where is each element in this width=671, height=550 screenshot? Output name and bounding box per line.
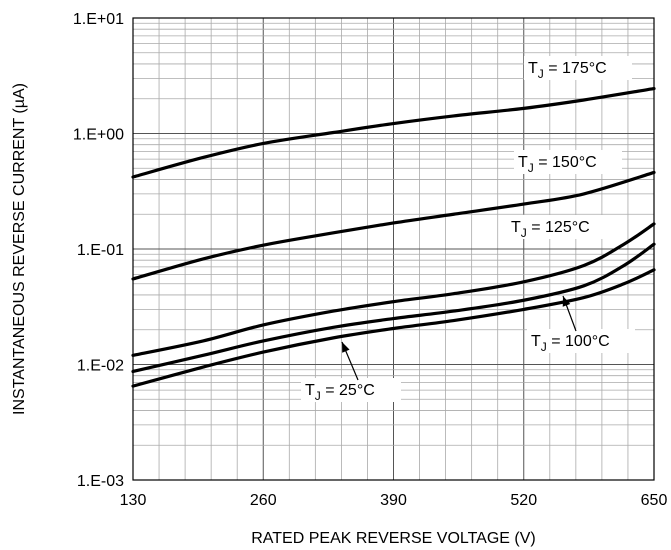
- x-tick-label: 650: [641, 492, 668, 509]
- y-tick-label: 1.E-02: [77, 358, 124, 375]
- x-axis-label: RATED PEAK REVERSE VOLTAGE (V): [251, 530, 536, 547]
- curve-label: TJ = 100°C: [531, 333, 610, 354]
- curve-label: TJ = 150°C: [518, 154, 597, 175]
- curve-label: TJ = 125°C: [511, 219, 590, 240]
- series-line: [131, 86, 656, 179]
- curve-labels: TJ = 175°C TJ = 150°C TJ = 125°C TJ = 100°C…: [301, 56, 635, 403]
- series-line: [131, 242, 656, 374]
- grid: [132, 18, 655, 481]
- series-line: [131, 222, 656, 357]
- x-tick-label: 520: [510, 492, 537, 509]
- plot-frame: [132, 17, 655, 481]
- curve-label-background: [527, 329, 635, 353]
- curve-label-background: [524, 56, 632, 80]
- y-tick-label: 1.E-01: [77, 242, 124, 259]
- x-tick-labels: 130 260 390 520 650: [120, 492, 668, 509]
- curve-label: TJ = 25°C: [305, 382, 375, 403]
- series-line: [131, 268, 656, 388]
- y-tick-label: 1.E+01: [73, 11, 124, 28]
- y-tick-label: 1.E+00: [73, 127, 124, 144]
- x-tick-label: 390: [380, 492, 407, 509]
- x-tick-label: 130: [120, 492, 147, 509]
- series-line: [131, 170, 656, 281]
- y-tick-labels: 1.E-03 1.E-02 1.E-01 1.E+00 1.E+01: [73, 11, 124, 490]
- curves: [131, 86, 656, 388]
- curve-label: TJ = 175°C: [528, 60, 607, 81]
- leader-arrowhead: [342, 342, 350, 353]
- leader-arrowhead: [562, 296, 571, 307]
- curve-label-background: [514, 150, 622, 174]
- curve-label-background: [507, 215, 615, 239]
- x-tick-label: 260: [250, 492, 277, 509]
- curve-label-background: [301, 378, 401, 402]
- y-axis-label: INSTANTANEOUS REVERSE CURRENT (µA): [11, 83, 28, 415]
- y-tick-label: 1.E-03: [77, 473, 124, 490]
